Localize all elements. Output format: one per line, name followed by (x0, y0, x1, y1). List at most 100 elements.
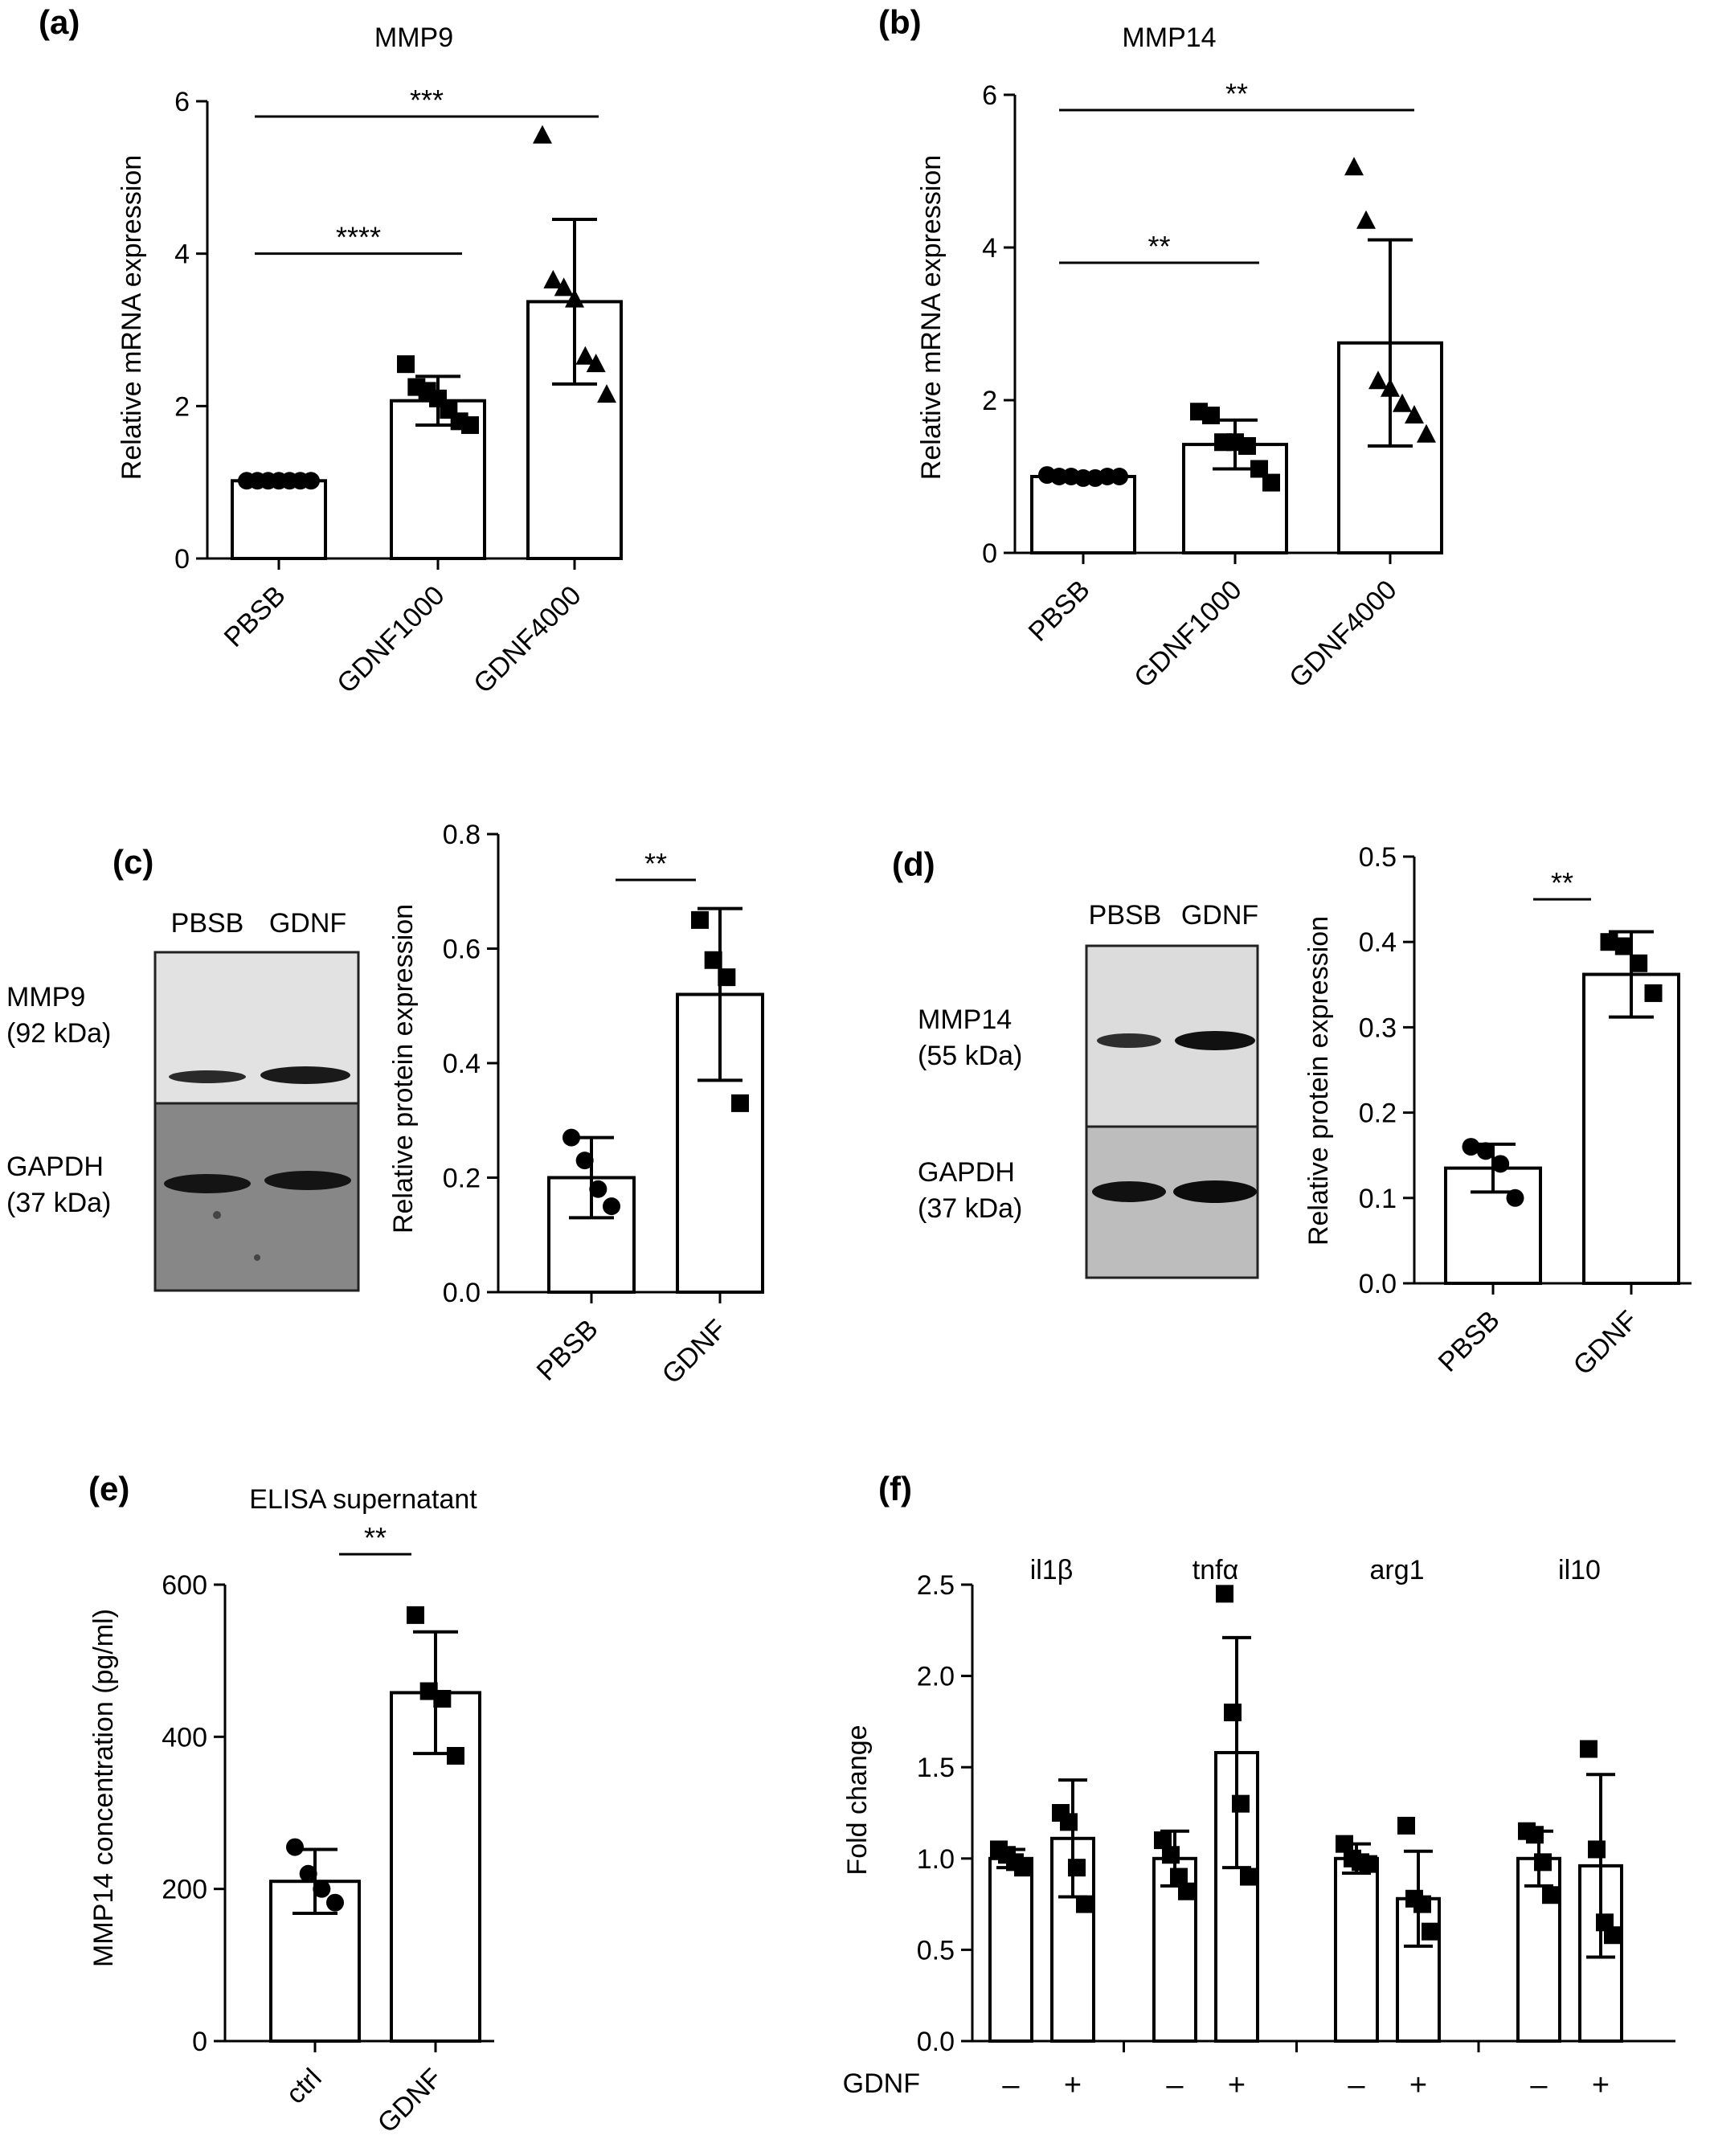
chart-f-point (1526, 1826, 1544, 1844)
chart-e-elisa: 0 200 400 600 ctrl GDNF ** (162, 1521, 494, 2139)
chart-d-y-tick-label: 0.0 (1359, 1269, 1397, 1299)
chart-f-bar (1334, 1856, 1379, 2043)
chart-e-title: ELISA supernatant (249, 1484, 477, 1515)
chart-c-significance-label: ** (644, 847, 667, 880)
chart-f-point (1534, 1853, 1552, 1872)
blot-d-lane-gdnf: GDNF (1181, 900, 1258, 931)
chart-b-point (1368, 370, 1388, 390)
chart-f-fold-change: 0.0 0.5 1.0 1.5 2.0 2.5 GDNF il1β – + tnfα – + arg1 – +… (843, 1555, 1675, 2102)
chart-c-point (603, 1197, 620, 1216)
chart-c-point (704, 951, 722, 969)
chart-a-ylabel: Relative mRNA expression (117, 155, 147, 480)
chart-c-x-tick-label: PBSB (531, 1314, 604, 1387)
chart-a-point (554, 277, 574, 297)
chart-f-point (1360, 1855, 1377, 1873)
chart-b-point (1356, 210, 1376, 229)
chart-f-point (1580, 1740, 1598, 1758)
chart-e-x-tick-label: ctrl (280, 2063, 328, 2110)
chart-b-ylabel: Relative mRNA expression (916, 155, 947, 480)
western-blot-d: PBSB GDNF MMP14 (55 kDa) GAPDH (37 kDa) (918, 900, 1259, 1279)
blot-d-gapdh-kda: (37 kDa) (918, 1193, 1022, 1224)
chart-f-bar (988, 1856, 1033, 2043)
chart-f-point (1604, 1926, 1622, 1945)
chart-c-y-tick-label: 0.2 (443, 1164, 481, 1194)
chart-f-point (1060, 1813, 1078, 1831)
blot-c-band (260, 1066, 350, 1084)
chart-c-point (691, 910, 709, 929)
blot-d-band (1092, 1181, 1166, 1202)
chart-a-y-tick-label: 6 (174, 87, 190, 117)
chart-b-bar (1030, 475, 1136, 554)
chart-c-mmp9-protein: 0.0 0.2 0.4 0.6 0.8 PBSB GDNF ** (443, 820, 764, 1390)
chart-c-y-tick-label: 0.8 (443, 820, 481, 850)
chart-d-y-tick-label: 0.1 (1359, 1184, 1397, 1214)
chart-d-point (1600, 933, 1618, 951)
chart-e-point (407, 1606, 424, 1624)
chart-b-title: MMP14 (1122, 23, 1216, 53)
chart-e-point (419, 1682, 438, 1700)
panel-label-a: (a) (39, 3, 80, 41)
chart-c-point (589, 1180, 608, 1198)
chart-f-point (1224, 1704, 1242, 1722)
blot-d-gapdh-strip (1085, 1125, 1259, 1279)
chart-a-y-tick-label: 4 (174, 239, 190, 270)
chart-d-point (1644, 984, 1663, 1002)
chart-a-point (533, 125, 552, 144)
chart-d-significance-label: ** (1551, 866, 1573, 899)
chart-d-x-tick-label: PBSB (1433, 1305, 1506, 1378)
chart-e-x-tick-label: GDNF (372, 2063, 448, 2139)
chart-d-point (1462, 1138, 1480, 1156)
chart-e-significance-label: ** (364, 1521, 387, 1554)
chart-e-y-tick-label: 200 (162, 1875, 207, 1905)
chart-b-point (1111, 468, 1128, 485)
chart-a-point (302, 472, 320, 490)
chart-b-point (1344, 157, 1364, 176)
chart-a-x-tick-label: GDNF1000 (331, 580, 450, 699)
chart-d-point (1491, 1155, 1510, 1173)
chart-b-point (1405, 405, 1424, 423)
chart-f-point (1422, 1922, 1439, 1941)
chart-a-point (397, 355, 415, 374)
chart-b-point (1417, 423, 1436, 443)
chart-f-point (1240, 1868, 1258, 1886)
chart-f-condition-sign: + (1064, 2068, 1082, 2102)
chart-b-x-tick-label: GDNF1000 (1128, 575, 1247, 693)
panel-label-e: (e) (88, 1470, 129, 1508)
blot-d-lane-pbsb: PBSB (1089, 900, 1162, 931)
chart-f-condition-label: GDNF (843, 2068, 920, 2099)
blot-c-band (264, 1171, 351, 1190)
blot-c-speck (213, 1211, 221, 1219)
chart-a-y-tick-label: 0 (174, 544, 190, 575)
chart-f-condition-sign: + (1409, 2068, 1427, 2102)
chart-f-point (1542, 1886, 1560, 1904)
blot-d-band (1173, 1180, 1257, 1203)
panel-label-c: (c) (112, 843, 153, 881)
chart-f-point (1162, 1846, 1180, 1864)
chart-d-y-tick-label: 0.4 (1359, 927, 1397, 958)
chart-b-point (1262, 473, 1280, 492)
chart-c-point (731, 1094, 749, 1112)
chart-e-point (433, 1690, 452, 1708)
chart-d-y-tick-label: 0.3 (1359, 1013, 1397, 1043)
chart-e-point (286, 1838, 304, 1856)
chart-f-group-label: il1β (1030, 1555, 1074, 1585)
blot-c-gapdh-strip (153, 1102, 360, 1292)
chart-e-point (447, 1747, 464, 1765)
chart-f-point (1068, 1859, 1086, 1877)
chart-a-point (597, 384, 616, 403)
chart-b-significance-label: ** (1148, 230, 1170, 263)
chart-d-mmp14-protein: 0.0 0.1 0.2 0.3 0.4 0.5 PBSB GDNF ** (1359, 842, 1692, 1381)
chart-f-group-label: tnfα (1192, 1555, 1238, 1585)
blot-d-mmp14-kda: (55 kDa) (918, 1041, 1022, 1071)
panel-label-f: (f) (878, 1470, 912, 1508)
chart-f-point (1216, 1585, 1233, 1603)
chart-b-point (1238, 437, 1256, 455)
chart-b-point (1393, 393, 1412, 412)
chart-d-x-tick-label: GDNF (1568, 1305, 1644, 1381)
chart-e-y-tick-label: 600 (162, 1570, 207, 1601)
chart-f-y-tick-label: 0.5 (917, 1935, 955, 1966)
chart-b-y-tick-label: 2 (982, 386, 997, 416)
chart-e-y-tick-label: 0 (192, 2027, 207, 2057)
